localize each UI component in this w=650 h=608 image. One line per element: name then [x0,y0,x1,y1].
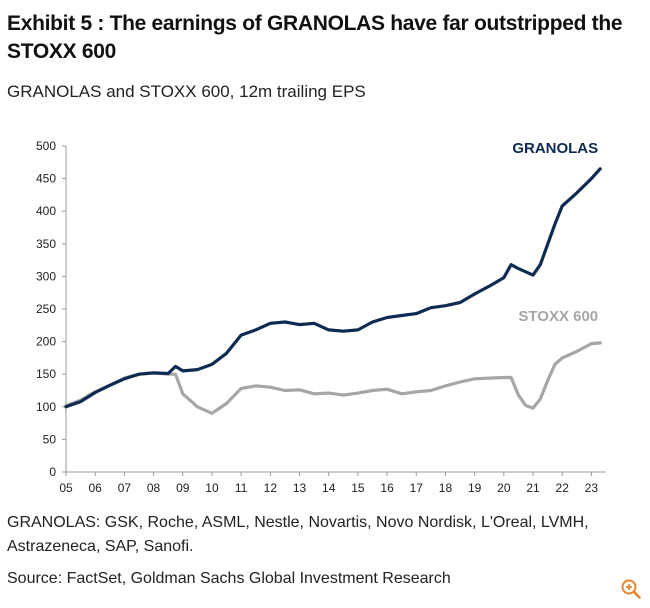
x-tick-label: 09 [176,481,190,495]
x-tick-label: 11 [235,481,248,495]
y-tick-label: 450 [36,172,56,186]
x-tick-label: 13 [293,481,307,495]
x-tick-label: 20 [497,481,511,495]
chart-subtitle: GRANOLAS and STOXX 600, 12m trailing EPS [7,82,366,101]
series-line-stoxx-600 [64,341,602,415]
x-tick-label: 08 [147,481,161,495]
zoom-in-icon[interactable] [620,578,642,600]
x-tick-label: 12 [264,481,278,495]
y-tick-label: 250 [36,302,56,316]
y-tick-label: 150 [36,367,56,381]
y-tick-label: 400 [36,204,56,218]
x-tick-label: 18 [439,481,453,495]
constituents-note: GRANOLAS: GSK, Roche, ASML, Nestle, Nova… [7,514,589,555]
x-tick-label: 16 [380,481,394,495]
exhibit-title: Exhibit 5 : The earnings of GRANOLAS hav… [7,12,623,63]
source-note: Source: FactSet, Goldman Sachs Global In… [7,570,451,587]
x-tick-label: 15 [351,481,365,495]
x-tick-label: 05 [59,481,73,495]
x-tick-label: 07 [118,481,132,495]
x-tick-label: 06 [89,481,103,495]
x-tick-label: 10 [205,481,219,495]
y-tick-label: 50 [43,432,57,446]
line-chart: 0 50 100 150 200 250 300 350 400 450 500 05 06 07 08 09… [36,139,606,495]
x-tick-label: 17 [410,481,424,495]
y-tick-label: 300 [36,269,56,283]
x-tick-label: 14 [322,481,336,495]
y-tick-label: 0 [49,465,56,479]
x-tick-label: 21 [526,481,540,495]
series-label-stoxx-600: STOXX 600 [518,308,598,325]
series-label-granolas: GRANOLAS [512,140,598,157]
x-tick-label: 19 [468,481,482,495]
x-tick-label: 23 [585,481,599,495]
y-tick-label: 500 [36,139,56,153]
y-tick-label: 200 [36,335,56,349]
x-tick-label: 22 [556,481,570,495]
y-tick-label: 350 [36,237,56,251]
series-line-granolas [64,167,602,409]
y-tick-label: 100 [36,400,56,414]
